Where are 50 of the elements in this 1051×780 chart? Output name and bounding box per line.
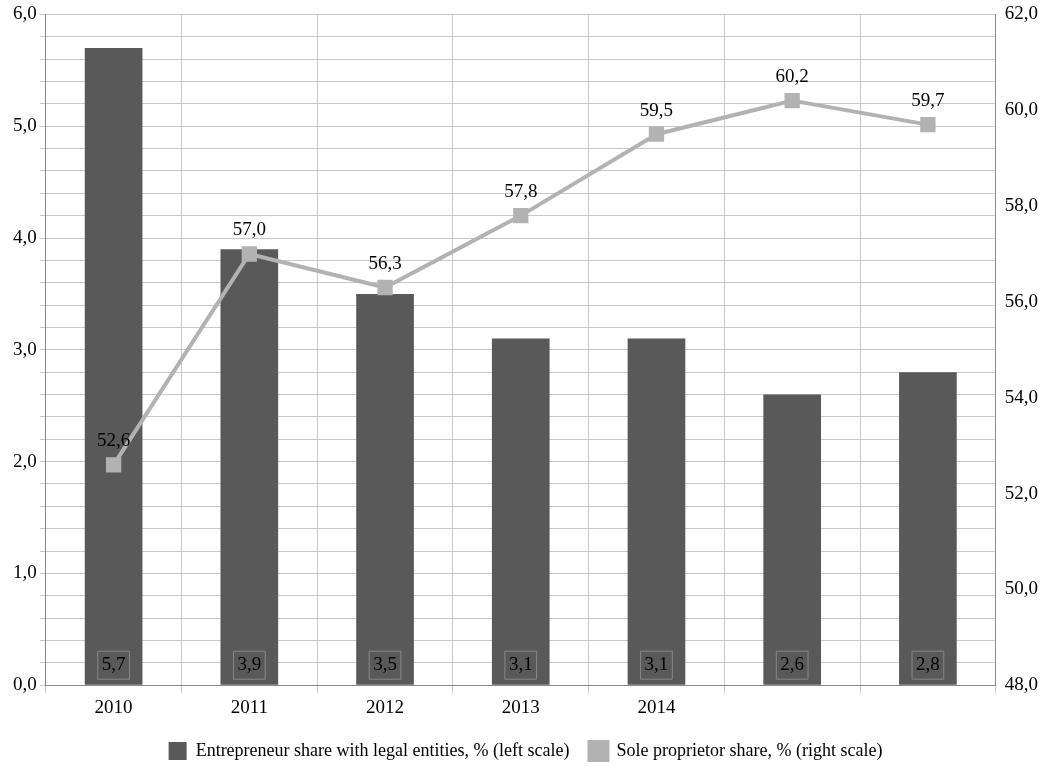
y2-tick-label: 58,0 — [1004, 194, 1038, 216]
data-label: 3,9 — [237, 653, 262, 675]
x-tick-label: 2012 — [366, 695, 405, 717]
data-label: 57,0 — [232, 218, 266, 240]
x-tick-label: 2011 — [230, 695, 268, 717]
legend-label: Entrepreneur share with legal entities, % (left scale) — [195, 739, 570, 761]
y2-tick-label: 50,0 — [1004, 577, 1038, 599]
data-label: 5,7 — [101, 653, 126, 675]
y2-tick-label: 54,0 — [1004, 385, 1038, 407]
y2-tick-label: 56,0 — [1004, 289, 1038, 311]
point — [513, 207, 529, 224]
bar — [491, 338, 550, 685]
y2-tick-label: 48,0 — [1004, 673, 1038, 695]
y-tick-label: 3,0 — [13, 337, 37, 359]
data-label: 59,7 — [911, 89, 945, 111]
x-tick-label: 2013 — [501, 695, 540, 717]
point — [377, 279, 393, 296]
bar — [84, 47, 143, 685]
data-label: 2,6 — [780, 653, 805, 675]
y-tick-label: 0,0 — [13, 673, 37, 695]
point — [648, 126, 665, 142]
y-tick-label: 5,0 — [13, 114, 37, 136]
point — [784, 92, 800, 109]
y2-tick-label: 52,0 — [1004, 481, 1038, 503]
y-tick-label: 4,0 — [13, 225, 37, 247]
bar — [627, 338, 686, 685]
data-label: 2,8 — [916, 653, 940, 675]
y-tick-label: 2,0 — [13, 449, 37, 471]
y2-tick-label: 62,0 — [1004, 2, 1038, 24]
y-tick-label: 1,0 — [13, 561, 37, 583]
y2-tick-label: 60,0 — [1004, 98, 1038, 120]
point — [241, 246, 257, 262]
x-tick-label: 2014 — [637, 695, 676, 717]
bar — [356, 293, 414, 685]
data-label: 52,6 — [96, 429, 131, 451]
y-tick-label: 6,0 — [13, 2, 37, 24]
bar — [899, 372, 957, 685]
point — [105, 457, 122, 473]
data-label: 60,2 — [775, 65, 809, 87]
data-label: 3,1 — [644, 653, 669, 675]
legend-label: Sole proprietor share, % (right scale) — [616, 739, 883, 761]
bar — [220, 249, 279, 685]
data-label: 3,5 — [373, 653, 397, 675]
data-label: 59,5 — [639, 98, 674, 120]
bar — [763, 394, 822, 685]
data-label: 57,8 — [504, 180, 538, 202]
data-label: 3,1 — [508, 653, 533, 675]
data-label: 56,3 — [368, 252, 402, 273]
point — [920, 116, 936, 133]
x-tick-label: 2010 — [94, 695, 133, 717]
